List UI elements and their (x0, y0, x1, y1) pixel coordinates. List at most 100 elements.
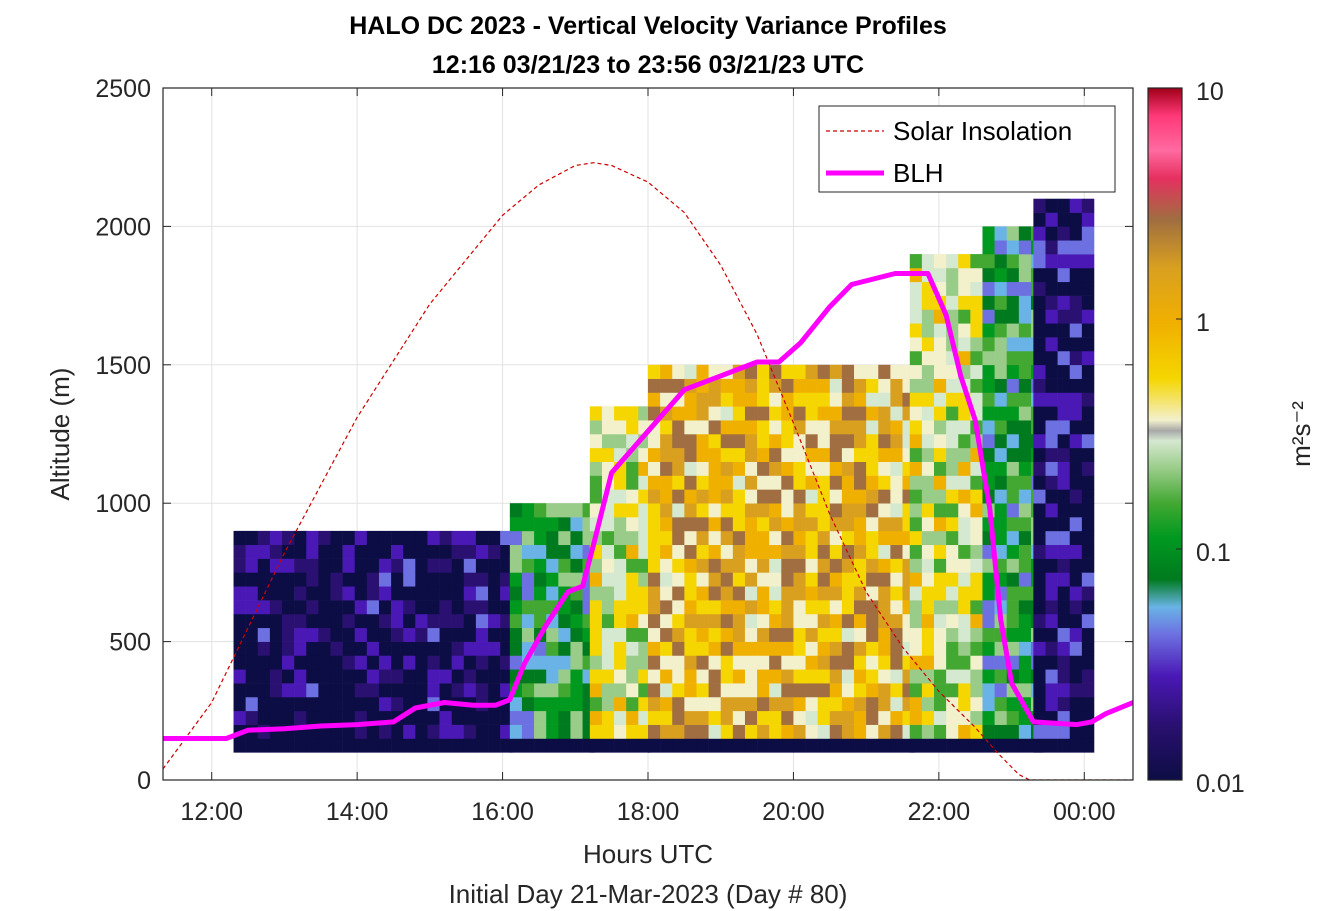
heatmap-cell (601, 530, 615, 546)
heatmap-cell (696, 544, 709, 559)
heatmap-cell (233, 641, 246, 656)
heatmap-cell (970, 558, 983, 573)
heatmap-cell (817, 475, 831, 490)
heatmap-cell (660, 461, 673, 476)
heatmap-cell (245, 544, 259, 559)
heatmap-cell (757, 669, 770, 684)
heatmap-cell (570, 710, 583, 725)
heatmap-cell (1018, 489, 1032, 504)
heatmap-cell (793, 447, 806, 462)
heatmap-cell (921, 641, 935, 656)
heatmap-cell (970, 337, 983, 352)
heatmap-cell (684, 461, 697, 476)
heatmap-cell (570, 669, 583, 684)
heatmap-cell (660, 447, 673, 462)
heatmap-cell (1081, 198, 1095, 213)
heatmap-cell (1006, 710, 1020, 725)
heatmap-cell (970, 295, 983, 310)
heatmap-cell (589, 683, 603, 698)
heatmap-cell (732, 641, 746, 656)
heatmap-cell (817, 641, 831, 656)
heatmap-cell (946, 558, 959, 573)
heatmap-cell (793, 683, 806, 698)
heatmap-cell (233, 586, 246, 601)
heatmap-cell (257, 710, 271, 725)
heatmap-cell (403, 641, 416, 656)
heatmap-cell (1057, 655, 1071, 670)
heatmap-cell (732, 696, 746, 712)
heatmap-cell (732, 558, 746, 573)
heatmap-cell (439, 710, 452, 725)
heatmap-cell (648, 613, 661, 629)
heatmap-cell (245, 655, 259, 670)
heatmap-cell (601, 420, 615, 435)
heatmap-cell (841, 710, 855, 725)
heatmap-cell (427, 600, 440, 615)
heatmap-cell (958, 254, 971, 269)
heatmap-cell (829, 489, 843, 504)
heatmap-cell (672, 683, 685, 698)
heatmap-cell (570, 738, 583, 753)
heatmap-cell (946, 724, 959, 739)
heatmap-cell (1081, 586, 1095, 601)
heatmap-cell (403, 669, 416, 684)
heatmap-cell (1006, 641, 1020, 656)
heatmap-cell (245, 669, 259, 684)
heatmap-cell (854, 683, 867, 698)
heatmap-cell (546, 710, 559, 725)
heatmap-cell (378, 669, 392, 684)
heatmap-cell (1006, 600, 1020, 615)
heatmap-cell (994, 309, 1008, 324)
heatmap-cell (946, 586, 959, 601)
heatmap-cell (829, 420, 843, 435)
heatmap-cell (720, 724, 734, 739)
heatmap-cell (878, 378, 891, 393)
heatmap-cell (282, 641, 295, 656)
heatmap-cell (793, 600, 806, 615)
heatmap-cell (890, 544, 903, 559)
heatmap-cell (708, 669, 722, 684)
heatmap-cell (660, 530, 673, 546)
heatmap-cell (909, 406, 923, 421)
heatmap-cell (1081, 641, 1095, 656)
heatmap-cell (684, 517, 697, 532)
heatmap-cell (245, 530, 259, 546)
heatmap-cell (294, 613, 307, 629)
heatmap-cell (817, 530, 831, 546)
heatmap-cell (570, 683, 583, 698)
heatmap-cell (909, 696, 923, 712)
heatmap-cell (946, 281, 959, 296)
heatmap-cell (946, 420, 959, 435)
heatmap-cell (934, 447, 947, 462)
heatmap-cell (439, 600, 452, 615)
heatmap-cell (546, 641, 559, 656)
heatmap-cell (970, 364, 983, 379)
heatmap-cell (415, 558, 428, 573)
heatmap-cell (1069, 364, 1083, 379)
heatmap-cell (1006, 724, 1020, 739)
heatmap-cell (509, 627, 523, 642)
heatmap-cell (1018, 406, 1032, 421)
heatmap-cell (994, 364, 1008, 379)
heatmap-cell (366, 724, 380, 739)
heatmap-cell (294, 544, 307, 559)
heatmap-cell (475, 724, 489, 739)
heatmap-cell (696, 420, 709, 435)
heatmap-cell (866, 420, 879, 435)
heatmap-cell (684, 544, 697, 559)
heatmap-cell (1006, 392, 1020, 407)
heatmap-cell (732, 600, 746, 615)
heatmap-cell (672, 447, 685, 462)
heatmap-cell (269, 738, 283, 753)
heatmap-cell (660, 489, 673, 504)
heatmap-cell (294, 586, 307, 601)
heatmap-cell (793, 627, 806, 642)
heatmap-cell (769, 406, 782, 421)
heatmap-cell (890, 613, 903, 629)
heatmap-cell (1033, 323, 1046, 338)
heatmap-cell (793, 655, 806, 670)
heatmap-cell (546, 683, 559, 698)
heatmap-cell (781, 683, 794, 698)
heatmap-cell (890, 434, 903, 449)
heatmap-cell (1045, 489, 1058, 504)
